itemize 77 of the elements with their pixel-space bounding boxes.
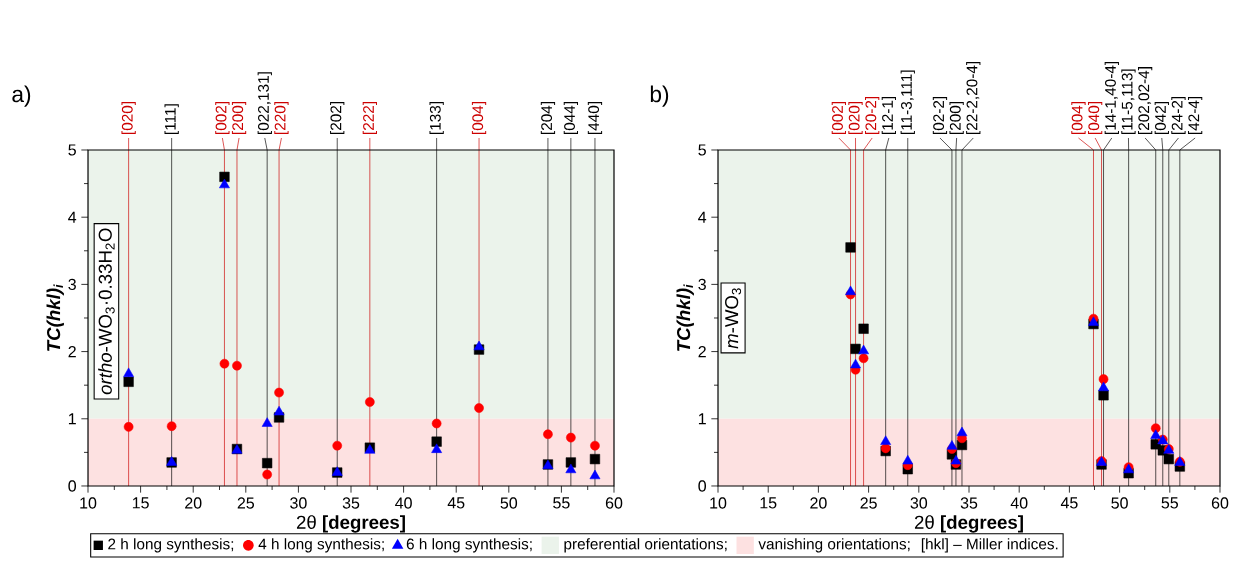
legend-label: 4 h long synthesis; bbox=[258, 538, 384, 553]
annotation: [24-2] bbox=[1171, 96, 1186, 134]
legend-label: vanishing orientations; bbox=[758, 538, 910, 553]
x-tick-label: 10 bbox=[710, 497, 727, 509]
x-tick-label: 45 bbox=[447, 497, 465, 509]
annotation: [040] bbox=[1087, 102, 1103, 134]
annotation: [004] bbox=[471, 102, 487, 134]
x-tick-label: 30 bbox=[290, 497, 307, 509]
x-tick-label: 20 bbox=[810, 497, 827, 509]
annotation: [020] bbox=[121, 102, 136, 134]
x-tick-label: 60 bbox=[605, 497, 623, 509]
x-tick-label: 15 bbox=[132, 497, 149, 509]
x-tick-label: 40 bbox=[395, 497, 412, 509]
legend-label: 6 h long synthesis; bbox=[406, 538, 532, 553]
annotation: [133] bbox=[429, 102, 444, 134]
x-tick-label: 50 bbox=[500, 497, 518, 509]
text: [hkl] – Miller indices. bbox=[921, 538, 1058, 553]
y-tick-label: 0 bbox=[68, 480, 77, 492]
annotation: ortho-WO$_{3}$·0.33H$_{2}$O bbox=[98, 228, 115, 395]
y-tick-label: 3 bbox=[68, 278, 76, 291]
x-tick-label: 50 bbox=[1111, 497, 1128, 509]
x-tick-label: 35 bbox=[342, 497, 360, 509]
annotation: [044] bbox=[563, 102, 579, 134]
annotation: [22-2,20-4] bbox=[966, 62, 981, 134]
x-tick-label: 20 bbox=[185, 497, 202, 509]
annotation: [14-1,40-4] bbox=[1104, 62, 1119, 134]
x-axis-title: 2θ [degrees] bbox=[914, 515, 1023, 533]
x-axis-title: 2θ [degrees] bbox=[296, 515, 405, 533]
annotation: [111] bbox=[164, 104, 179, 134]
annotation: [004] bbox=[1071, 102, 1086, 134]
y-tick-label: 0 bbox=[698, 480, 707, 492]
annotation: [440] bbox=[587, 102, 603, 134]
y-tick-label: 5 bbox=[68, 144, 76, 156]
x-tick-label: 15 bbox=[760, 497, 777, 509]
annotation: [20-2] bbox=[865, 96, 880, 134]
y-tick-label: 5 bbox=[698, 144, 706, 156]
y-tick-label: 3 bbox=[698, 278, 706, 291]
annotation: [220] bbox=[274, 102, 289, 134]
y-tick-label: 1 bbox=[68, 413, 76, 425]
annotation: [204] bbox=[540, 102, 556, 134]
annotation: [202] bbox=[330, 102, 345, 134]
x-tick-label: 30 bbox=[910, 497, 928, 509]
annotation: [11-3,111] bbox=[900, 70, 915, 134]
legend-label: preferential orientations; bbox=[564, 538, 727, 553]
annotation: [002] bbox=[831, 102, 846, 134]
annotation: m-WO$_{3}$ bbox=[725, 288, 742, 349]
annotation: [020] bbox=[848, 102, 863, 134]
chart-title: b) bbox=[650, 85, 669, 107]
y-tick-label: 2 bbox=[698, 346, 706, 358]
x-tick-label: 55 bbox=[1161, 497, 1179, 509]
x-tick-label: 25 bbox=[237, 497, 255, 509]
chart-title: a) bbox=[12, 85, 31, 107]
annotation: [42-4] bbox=[1187, 96, 1203, 134]
x-tick-label: 40 bbox=[1010, 497, 1028, 509]
x-tick-label: 25 bbox=[860, 497, 877, 509]
annotation: [202,02-4] bbox=[1137, 67, 1153, 134]
annotation: [11-5,113] bbox=[1121, 69, 1136, 134]
annotation: [200] bbox=[949, 102, 964, 134]
annotation: [200] bbox=[231, 102, 247, 134]
annotation: [002] bbox=[215, 102, 230, 134]
annotation: [022,131] bbox=[257, 72, 272, 134]
annotation: [042] bbox=[1154, 102, 1169, 134]
y-axis-title: TC(hkl)$_{i}$ bbox=[46, 284, 64, 351]
x-tick-label: 60 bbox=[1211, 497, 1229, 509]
y-tick-label: 1 bbox=[698, 413, 706, 425]
y-tick-label: 2 bbox=[68, 346, 76, 358]
legend-label: 2 h long synthesis; bbox=[108, 538, 234, 553]
y-tick-label: 4 bbox=[698, 211, 707, 223]
annotation: [222] bbox=[362, 102, 377, 134]
x-tick-label: 45 bbox=[1060, 497, 1078, 509]
x-tick-label: 55 bbox=[553, 497, 570, 509]
y-tick-label: 4 bbox=[68, 211, 77, 223]
annotation: [02-2] bbox=[932, 96, 948, 134]
x-tick-label: 35 bbox=[960, 497, 978, 509]
y-axis-title: TC(hkl)$_{i}$ bbox=[676, 284, 694, 351]
annotation: [12-1] bbox=[881, 96, 896, 134]
x-tick-label: 10 bbox=[80, 497, 97, 509]
